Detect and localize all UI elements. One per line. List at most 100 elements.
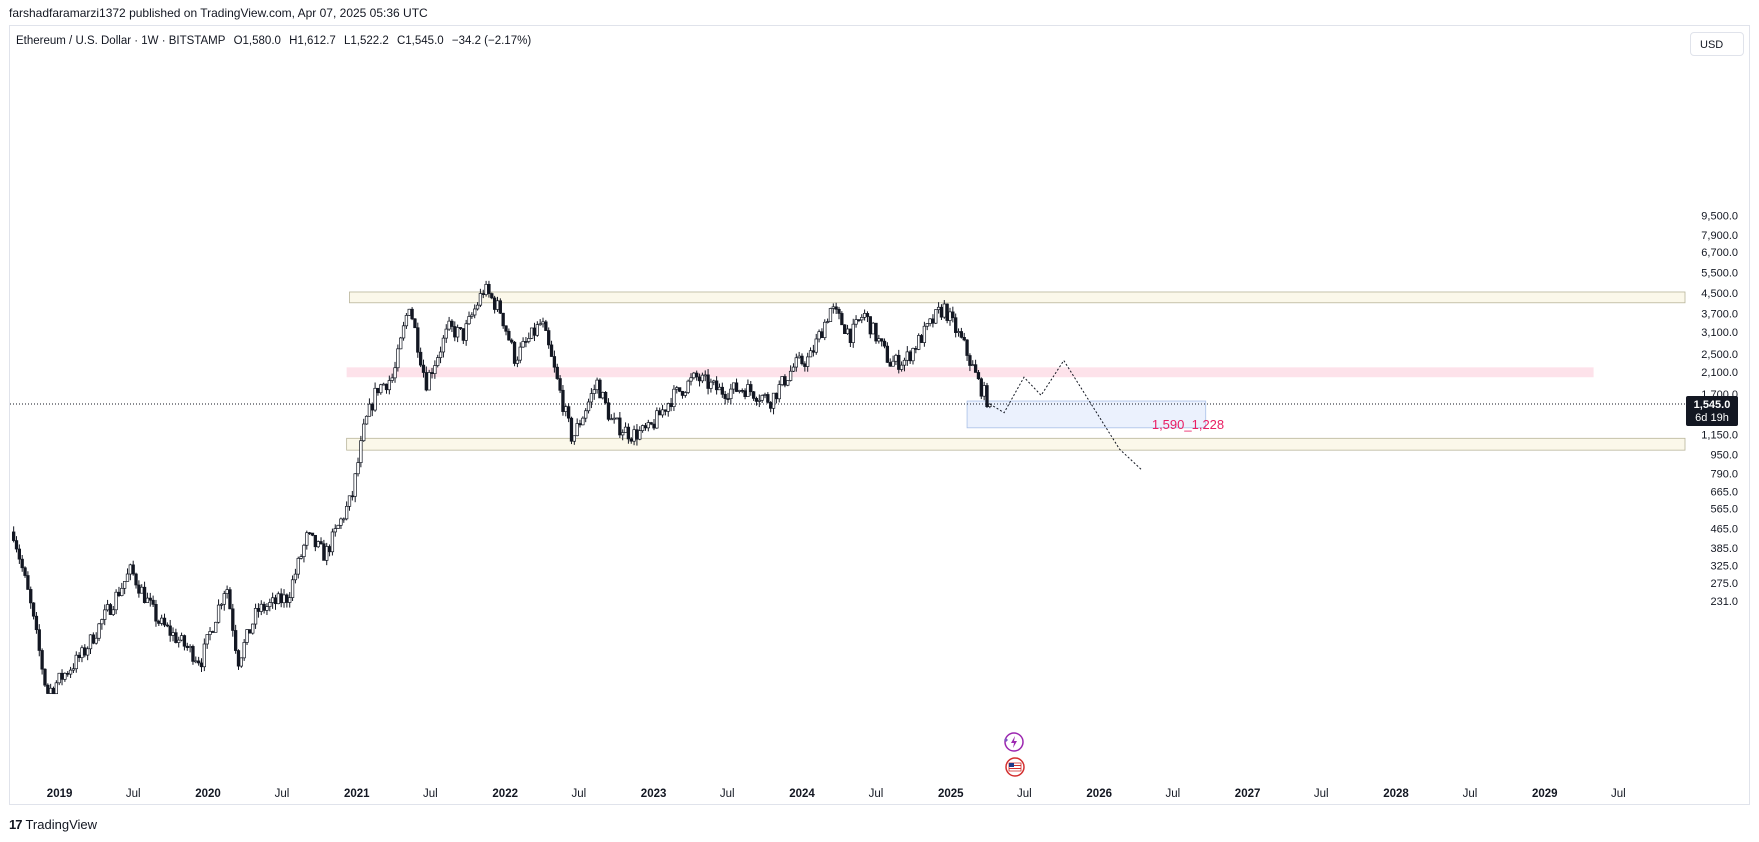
candle[interactable] xyxy=(37,624,41,657)
candle[interactable] xyxy=(976,369,981,380)
candle[interactable] xyxy=(751,390,756,401)
candle[interactable] xyxy=(979,377,983,400)
candle[interactable] xyxy=(29,586,33,609)
candle[interactable] xyxy=(660,404,665,418)
candle[interactable] xyxy=(373,382,377,412)
candle[interactable] xyxy=(549,340,554,357)
candle[interactable] xyxy=(948,307,952,326)
candle[interactable] xyxy=(396,344,400,372)
candle[interactable] xyxy=(473,304,477,319)
candle[interactable] xyxy=(515,356,520,368)
candle[interactable] xyxy=(843,324,847,335)
candle[interactable] xyxy=(766,392,770,404)
candle[interactable] xyxy=(319,537,323,545)
candle[interactable] xyxy=(142,581,147,604)
candle[interactable] xyxy=(356,457,360,477)
candle[interactable] xyxy=(712,379,716,386)
candle[interactable] xyxy=(299,554,303,560)
us-flag-icon[interactable] xyxy=(1005,757,1025,777)
candle[interactable] xyxy=(165,622,169,628)
candle[interactable] xyxy=(572,435,576,445)
candle[interactable] xyxy=(350,490,354,501)
candle[interactable] xyxy=(256,603,261,618)
candle[interactable] xyxy=(603,390,608,405)
candle[interactable] xyxy=(777,380,781,403)
candle[interactable] xyxy=(236,649,241,670)
candle[interactable] xyxy=(74,651,78,673)
candle[interactable] xyxy=(31,602,36,620)
candle[interactable] xyxy=(384,383,389,394)
candle[interactable] xyxy=(77,652,81,663)
candle[interactable] xyxy=(282,589,286,608)
candle[interactable] xyxy=(934,309,938,325)
candle[interactable] xyxy=(831,303,835,314)
candle[interactable] xyxy=(228,587,232,610)
candle[interactable] xyxy=(26,571,30,590)
candle[interactable] xyxy=(575,418,579,437)
candle[interactable] xyxy=(421,359,426,378)
candle[interactable] xyxy=(609,414,613,421)
candle[interactable] xyxy=(732,382,736,394)
candle[interactable] xyxy=(381,382,386,386)
candle[interactable] xyxy=(806,352,810,372)
candle[interactable] xyxy=(128,563,132,581)
candle[interactable] xyxy=(569,416,574,445)
candle[interactable] xyxy=(595,377,599,394)
candle[interactable] xyxy=(601,391,605,400)
candle[interactable] xyxy=(584,408,588,423)
candle[interactable] xyxy=(60,669,64,686)
currency-button[interactable]: USD xyxy=(1690,32,1744,56)
candle[interactable] xyxy=(253,603,258,629)
candle[interactable] xyxy=(86,646,90,661)
candle[interactable] xyxy=(436,354,440,368)
candle[interactable] xyxy=(524,336,528,348)
candle[interactable] xyxy=(188,644,192,653)
candle[interactable] xyxy=(225,585,229,599)
candle[interactable] xyxy=(769,401,773,413)
candle[interactable] xyxy=(461,328,465,345)
candle[interactable] xyxy=(706,369,710,395)
candle[interactable] xyxy=(259,600,263,616)
candle[interactable] xyxy=(231,603,235,637)
candle[interactable] xyxy=(581,416,585,426)
candle[interactable] xyxy=(897,349,901,374)
candle[interactable] xyxy=(305,530,309,550)
candle[interactable] xyxy=(293,568,298,584)
candle[interactable] xyxy=(288,592,292,608)
candle[interactable] xyxy=(390,373,394,383)
candle[interactable] xyxy=(922,321,927,347)
candle[interactable] xyxy=(205,634,209,649)
candle[interactable] xyxy=(316,540,320,549)
candle[interactable] xyxy=(310,532,315,537)
candle[interactable] xyxy=(780,376,784,387)
candle[interactable] xyxy=(344,501,349,521)
candle[interactable] xyxy=(825,318,830,324)
candle[interactable] xyxy=(94,632,98,645)
candle[interactable] xyxy=(860,314,864,324)
candle[interactable] xyxy=(510,338,514,345)
candle[interactable] xyxy=(117,586,121,598)
candle[interactable] xyxy=(14,536,19,553)
candle[interactable] xyxy=(669,397,673,412)
candle[interactable] xyxy=(746,379,750,397)
candle[interactable] xyxy=(410,307,414,321)
candle[interactable] xyxy=(145,592,150,603)
candle[interactable] xyxy=(891,355,895,367)
candle[interactable] xyxy=(646,419,650,432)
candle[interactable] xyxy=(740,388,744,394)
candle[interactable] xyxy=(905,346,909,366)
candle[interactable] xyxy=(336,524,340,529)
candle[interactable] xyxy=(788,365,793,382)
candle[interactable] xyxy=(749,380,753,396)
candle[interactable] xyxy=(327,544,332,557)
candle[interactable] xyxy=(640,424,645,433)
candle[interactable] xyxy=(441,335,446,358)
candle[interactable] xyxy=(347,495,352,511)
candle[interactable] xyxy=(959,327,964,339)
candle[interactable] xyxy=(103,604,107,626)
candle[interactable] xyxy=(162,613,167,628)
candle[interactable] xyxy=(899,361,904,372)
candle[interactable] xyxy=(191,644,195,665)
candle[interactable] xyxy=(726,392,730,403)
